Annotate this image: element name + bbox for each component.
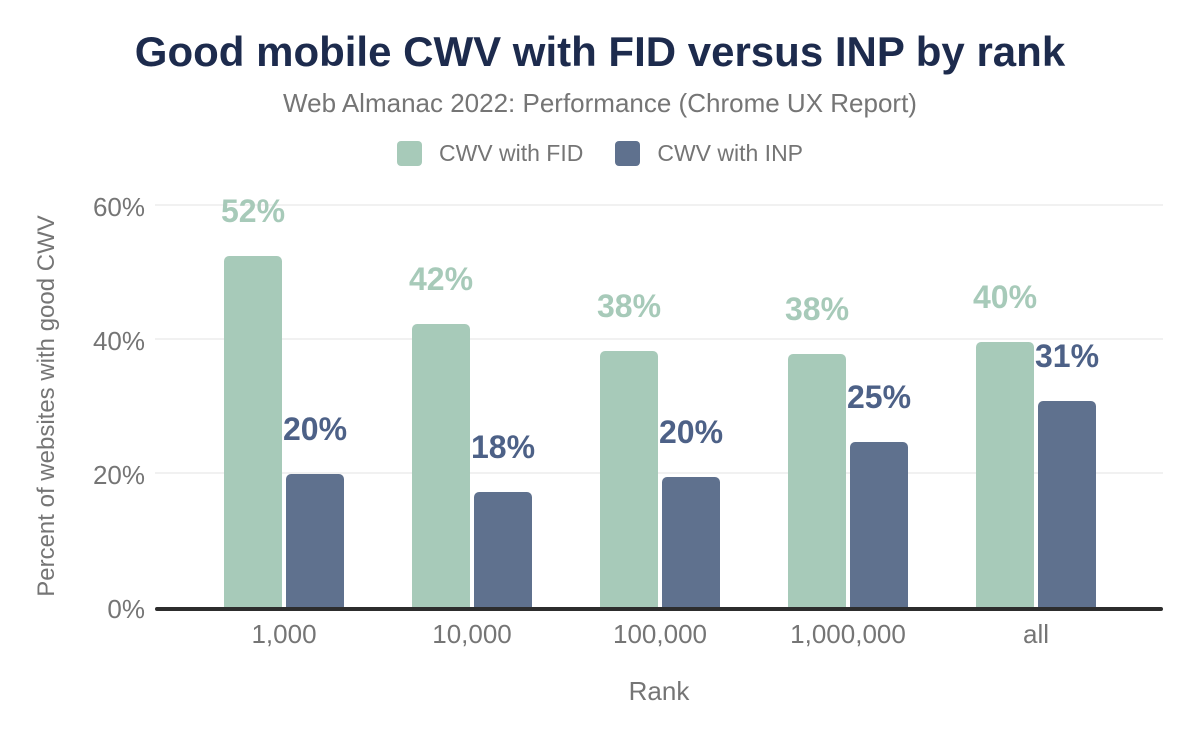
x-tick-label: 1,000: [251, 619, 317, 649]
x-tick-label: all: [1022, 619, 1050, 649]
legend-item-inp: CWV with INP: [615, 141, 803, 166]
inp-legend-swatch: [615, 141, 641, 166]
legend-label-inp: CWV with INP: [657, 140, 804, 166]
x-tick-label: 10,000: [432, 619, 512, 649]
chart-title: Good mobile CWV with FID versus INP by r…: [134, 28, 1066, 75]
fid-bar: [788, 353, 846, 607]
inp-bar: [1038, 400, 1096, 607]
plot-area: 52% 20% 42% 18% 38% 20% 38% 25% 40% 31%: [155, 195, 1163, 607]
inp-value-label: 31%: [1034, 337, 1100, 374]
gridline-20%: [155, 472, 1163, 474]
inp-value-label: 20%: [658, 414, 724, 451]
gridline-40%: [155, 338, 1163, 340]
inp-value-label: 25%: [846, 379, 912, 416]
x-tick-label: 1,000,000: [790, 619, 906, 649]
fid-bar: [224, 255, 282, 607]
fid-bar: [976, 341, 1034, 607]
y-tick-label: 60%: [92, 192, 145, 222]
inp-bar: [850, 442, 908, 607]
fid-bar: [412, 323, 470, 607]
inp-value-label: 18%: [470, 428, 536, 465]
fid-value-label: 38%: [784, 290, 850, 327]
fid-value-label: 38%: [596, 288, 662, 325]
y-tick-label: 40%: [92, 326, 145, 356]
fid-value-label: 40%: [972, 278, 1038, 315]
legend: CWV with FID CWV with INP: [0, 141, 1200, 166]
inp-value-label: 20%: [282, 410, 348, 447]
fid-value-label: 42%: [408, 260, 474, 297]
y-tick-label: 0%: [107, 594, 145, 624]
gridline-60%: [155, 204, 1163, 206]
y-tick-label: 20%: [92, 460, 145, 490]
fid-value-label: 52%: [220, 192, 286, 229]
x-tick-label: 100,000: [613, 619, 707, 649]
x-axis-line: [155, 607, 1163, 611]
fid-legend-swatch: [396, 141, 422, 166]
y-axis-title: Percent of websites with good CWV: [33, 215, 60, 597]
legend-item-fid: CWV with FID: [396, 140, 584, 166]
inp-bar: [286, 473, 344, 607]
inp-bar: [662, 477, 720, 607]
inp-bar: [474, 491, 532, 607]
chart-subtitle: Web Almanac 2022: Performance (Chrome UX…: [283, 88, 917, 118]
x-axis-title: Rank: [628, 676, 690, 706]
fid-bar: [600, 351, 658, 607]
legend-label-fid: CWV with FID: [438, 140, 584, 166]
